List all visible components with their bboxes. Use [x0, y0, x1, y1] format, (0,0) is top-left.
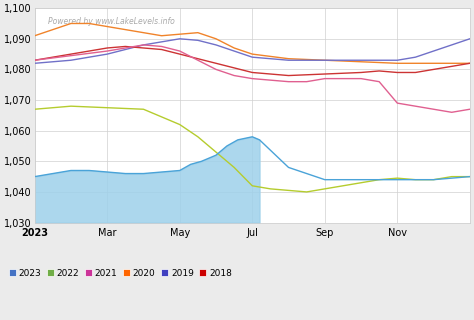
Legend: 2023, 2022, 2021, 2020, 2019, 2018: 2023, 2022, 2021, 2020, 2019, 2018: [9, 269, 232, 278]
Text: Powered by www.LakeLevels.info: Powered by www.LakeLevels.info: [48, 17, 174, 26]
